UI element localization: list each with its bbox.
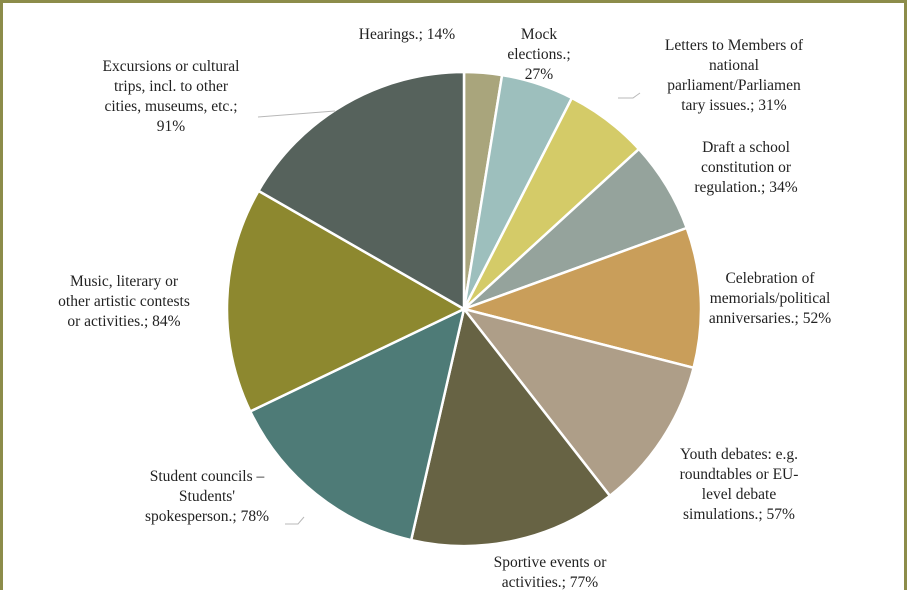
pie-chart: Hearings.; 14% Mock elections.; 27% Letters … bbox=[58, 26, 831, 590]
pie-slice-10 bbox=[256, 70, 466, 312]
slice-label-3: Letters to Members of national parliament/… bbox=[665, 37, 804, 114]
leader-lines bbox=[257, 92, 641, 525]
slice-label-8: Student councils – Students' spokesperson.… bbox=[145, 468, 269, 525]
pie-slice-9 bbox=[225, 189, 467, 414]
leader-line-8 bbox=[285, 516, 305, 525]
slice-label-1: Hearings.; 14% bbox=[359, 26, 456, 43]
leader-line-10 bbox=[257, 110, 336, 118]
pie-slice-8 bbox=[248, 306, 466, 542]
slice-label-9: Music, literary or other artistic contest… bbox=[58, 273, 190, 330]
slice-label-6: Youth debates: e.g. roundtables or EU-lev… bbox=[680, 446, 799, 523]
slice-label-4: Draft a school constitution or regulation.… bbox=[694, 139, 797, 196]
slice-label-2: Mock elections.; 27% bbox=[507, 26, 570, 83]
slice-labels: Hearings.; 14% Mock elections.; 27% Letters … bbox=[58, 26, 831, 590]
pie-slices bbox=[225, 70, 703, 548]
slice-label-7: Sportive events or activities.; 77% bbox=[494, 554, 608, 590]
leader-line-3 bbox=[618, 92, 641, 99]
slice-label-5: Celebration of memorials/political anniver… bbox=[709, 270, 831, 327]
pie-slice-7 bbox=[409, 306, 612, 548]
pie-slice-6 bbox=[460, 306, 696, 498]
slice-label-10: Excursions or cultural trips, incl. to ot… bbox=[103, 58, 240, 135]
pie-slice-5 bbox=[459, 226, 703, 370]
